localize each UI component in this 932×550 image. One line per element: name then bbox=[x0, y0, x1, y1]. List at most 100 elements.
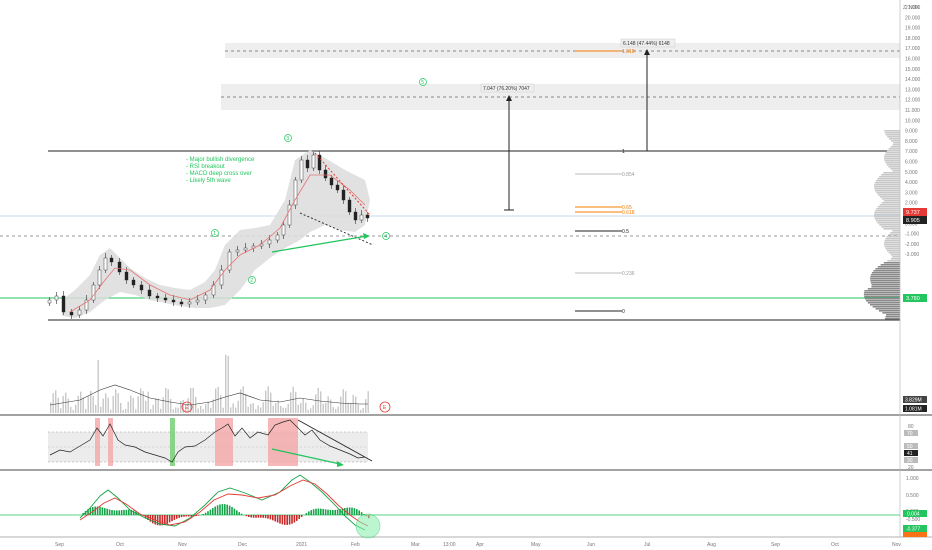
macd-histogram-bar bbox=[336, 509, 339, 515]
macd-histogram-bar bbox=[156, 515, 159, 526]
macd-histogram-bar bbox=[257, 515, 260, 518]
volume-bar bbox=[257, 405, 259, 413]
volume-profile-bar bbox=[864, 298, 900, 300]
volume-profile-bar bbox=[872, 306, 900, 308]
last-price-value: 8.905 bbox=[906, 218, 920, 224]
macd-histogram-bar bbox=[293, 515, 296, 523]
volume-profile-bar bbox=[884, 154, 900, 156]
volume-profile-bar bbox=[886, 236, 900, 238]
rsi-trendline[interactable] bbox=[297, 419, 373, 462]
candle-body bbox=[323, 169, 328, 179]
time-axis-label: Apr bbox=[476, 542, 484, 548]
volume-profile-bar bbox=[878, 310, 900, 312]
price-axis[interactable]: 21.000 20.000 19.000 18.000 17.000 16.000 15.0… bbox=[905, 5, 921, 258]
macd-histogram-bar bbox=[300, 515, 303, 517]
divergence-arrowhead bbox=[363, 233, 370, 239]
rsi-axis-label-80: 80 bbox=[908, 424, 914, 430]
macd-histogram-bar bbox=[231, 507, 233, 515]
volume-bar bbox=[157, 398, 159, 413]
macd-histogram-bar bbox=[123, 509, 125, 515]
macd-histogram-bar bbox=[288, 515, 291, 525]
macd-histogram-bar bbox=[116, 510, 118, 515]
volume-bar bbox=[115, 389, 117, 413]
volume-bar bbox=[70, 406, 72, 413]
wedge-lower-line[interactable] bbox=[299, 212, 374, 246]
volume-profile-bar bbox=[863, 294, 900, 296]
macd-histogram-bar bbox=[168, 515, 171, 523]
volume-bar bbox=[260, 407, 262, 413]
time-axis-label: Sep bbox=[771, 542, 780, 548]
wave-label-1-circle bbox=[211, 229, 219, 237]
macd-histogram-bar bbox=[327, 509, 329, 515]
volume-profile-bar bbox=[877, 206, 900, 208]
volume-profile-bar bbox=[882, 312, 900, 314]
volume-bar bbox=[322, 403, 324, 413]
candlestick-series[interactable] bbox=[47, 151, 370, 319]
price-axis-label: 15.000 bbox=[905, 67, 921, 73]
volume-bar bbox=[245, 393, 247, 413]
price-axis-label: 2.000 bbox=[905, 201, 918, 207]
macd-histogram-bar bbox=[96, 506, 99, 515]
macd-histogram-bar bbox=[118, 510, 120, 515]
macd-histogram-bar bbox=[332, 510, 334, 515]
volume-bar bbox=[297, 404, 299, 413]
volume-bar bbox=[172, 409, 174, 413]
price-axis-label: 16.000 bbox=[905, 57, 921, 63]
macd-histogram-bar bbox=[224, 504, 226, 515]
wave-labels: 1 2 3 4 5 bbox=[211, 78, 427, 284]
volume-profile-bar bbox=[875, 268, 900, 270]
volume-profile-bar bbox=[884, 244, 900, 246]
measure-label-2: 6.148 (47.44%) 6148 bbox=[623, 41, 670, 47]
candle-body bbox=[131, 279, 136, 286]
time-axis-label: Feb bbox=[351, 542, 360, 548]
event-marker-1[interactable] bbox=[181, 401, 193, 413]
volume-profile-bar bbox=[892, 256, 900, 258]
volume-profile-bar bbox=[881, 202, 900, 204]
wave-label-2: 2 bbox=[250, 278, 253, 284]
price-axis-label: 4.000 bbox=[905, 180, 918, 186]
macd-histogram-bar bbox=[233, 508, 236, 515]
volume-bar bbox=[222, 407, 224, 413]
macd-histogram-bar bbox=[164, 515, 166, 525]
wave-label-3-circle bbox=[284, 134, 292, 142]
note-line-4: - Likely 5th wave bbox=[186, 178, 231, 184]
volume-bar bbox=[145, 400, 147, 413]
volume-profile-bar bbox=[867, 302, 900, 304]
event-marker-2[interactable] bbox=[379, 401, 391, 413]
volume-profile-bar bbox=[875, 220, 900, 222]
volume-bar bbox=[120, 402, 122, 413]
wedge-upper-line[interactable] bbox=[314, 152, 371, 216]
rsi-divergence-arrow[interactable] bbox=[271, 448, 341, 465]
fib-levels[interactable]: 1 0.854 0.65 0.618 0.5 0.236 0 1.618 bbox=[575, 49, 635, 315]
hline-price-tag bbox=[903, 294, 927, 302]
macd-histogram-bar bbox=[269, 515, 272, 520]
time-axis-label: 13:00 bbox=[443, 542, 456, 548]
macd-cross-highlight[interactable] bbox=[355, 513, 381, 539]
macd-histogram-bar bbox=[324, 509, 327, 515]
macd-histogram-bar bbox=[267, 515, 269, 519]
price-axis-label: 21.000 bbox=[905, 5, 921, 11]
volume-bar bbox=[280, 405, 282, 413]
volume-bar bbox=[177, 407, 179, 413]
volume-profile-bar bbox=[864, 290, 900, 292]
rsi-panel[interactable] bbox=[48, 418, 373, 467]
time-axis[interactable]: Sep Oct Nov Dec 2021 Feb Mar 13:00 Apr May Jun Jul A… bbox=[55, 542, 901, 548]
divergence-arrow[interactable] bbox=[271, 235, 368, 253]
time-axis-label: Jun bbox=[587, 542, 595, 548]
volume-bar bbox=[232, 403, 234, 413]
candle-body bbox=[219, 269, 224, 286]
macd-axis[interactable]: 1.000 0.500 0.000 0.004 -0.500 -0.377 bbox=[903, 476, 927, 537]
price-panel[interactable] bbox=[0, 0, 900, 415]
volume-bar bbox=[195, 397, 197, 413]
macd-histogram-bar bbox=[185, 515, 188, 517]
volume-bar bbox=[150, 409, 152, 413]
volume-bar bbox=[97, 359, 99, 413]
volume-bar bbox=[290, 392, 292, 413]
volume-profile-bar bbox=[877, 266, 900, 268]
macd-histogram-bar bbox=[106, 508, 108, 515]
rsi-axis[interactable]: 80 70 50 41 30 20 bbox=[904, 424, 918, 471]
macd-panel[interactable] bbox=[0, 474, 900, 539]
macd-histogram-bar bbox=[183, 515, 185, 517]
macd-histogram-bar bbox=[339, 509, 341, 515]
